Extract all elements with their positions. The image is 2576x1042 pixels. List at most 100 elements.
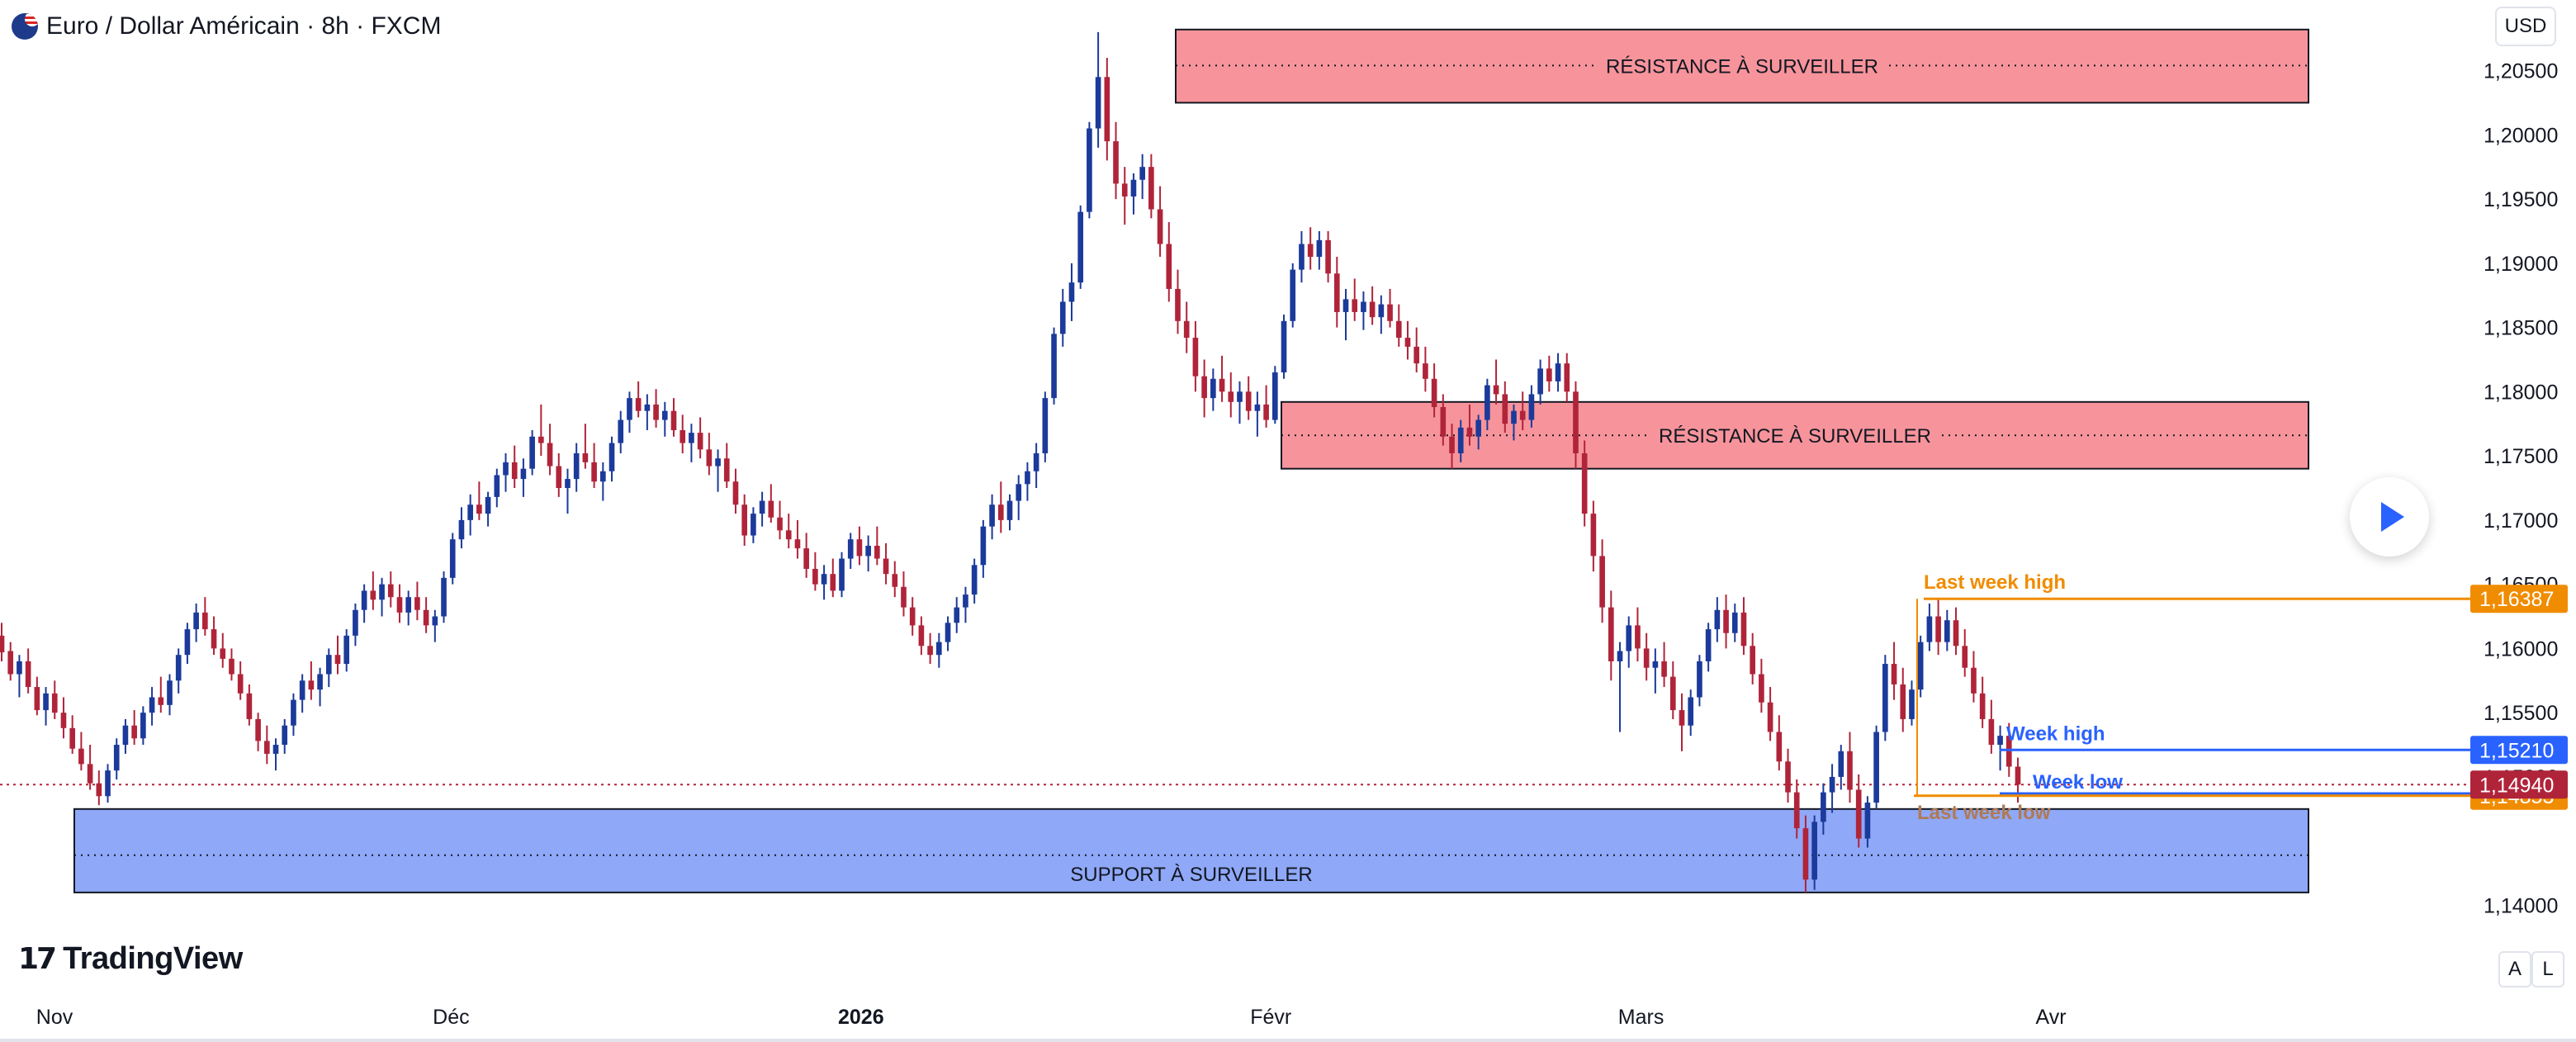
candle-body[interactable] (503, 462, 509, 476)
candle-body[interactable] (211, 629, 217, 649)
candle-body[interactable] (2005, 736, 2012, 767)
candle-body[interactable] (874, 545, 880, 559)
candle-body[interactable] (317, 674, 323, 690)
candle-body[interactable] (556, 466, 562, 488)
candle-body[interactable] (361, 590, 367, 610)
candle-body[interactable] (1423, 363, 1428, 379)
candle-body[interactable] (175, 655, 182, 681)
candle-body[interactable] (751, 514, 756, 536)
candle-body[interactable] (1988, 718, 1995, 746)
candle-body[interactable] (1307, 244, 1314, 258)
candle-body[interactable] (565, 479, 571, 488)
candle-body[interactable] (325, 655, 332, 675)
candle-body[interactable] (1219, 378, 1225, 392)
candle-body[interactable] (1237, 391, 1243, 402)
candle-body[interactable] (618, 419, 624, 443)
candle-body[interactable] (1192, 338, 1199, 377)
candle-body[interactable] (1997, 736, 2003, 746)
candle-body[interactable] (997, 504, 1004, 520)
candle-body[interactable] (1087, 128, 1092, 212)
candle-body[interactable] (1705, 629, 1712, 661)
candle-body[interactable] (1864, 803, 1871, 839)
candle-body[interactable] (387, 584, 394, 598)
candle-body[interactable] (2015, 766, 2021, 785)
candle-body[interactable] (220, 648, 226, 659)
candle-body[interactable] (935, 642, 942, 656)
candle-body[interactable] (1581, 453, 1588, 514)
candle-body[interactable] (635, 398, 642, 411)
candle-body[interactable] (1361, 301, 1366, 312)
candle-body[interactable] (1281, 320, 1287, 373)
candle-body[interactable] (1935, 616, 1941, 642)
candle-body[interactable] (78, 748, 84, 765)
candle-body[interactable] (87, 764, 93, 784)
candle-body[interactable] (883, 558, 889, 575)
candle-body[interactable] (1254, 404, 1261, 411)
candle-body[interactable] (43, 693, 49, 711)
candle-body[interactable] (105, 770, 111, 797)
candle-body[interactable] (608, 443, 615, 471)
candle-body[interactable] (184, 629, 191, 656)
candle-body[interactable] (1263, 404, 1269, 420)
candle-body[interactable] (520, 468, 527, 480)
candle-body[interactable] (1059, 301, 1066, 334)
candle-body[interactable] (1271, 372, 1278, 420)
candle-body[interactable] (1051, 334, 1057, 399)
candle-body[interactable] (51, 693, 58, 713)
candle-body[interactable] (1626, 625, 1632, 651)
candle-body[interactable] (1785, 761, 1791, 793)
candle-body[interactable] (69, 727, 76, 749)
candle-body[interactable] (1546, 368, 1552, 381)
candle-body[interactable] (1821, 792, 1826, 822)
candle-body[interactable] (785, 530, 792, 540)
candle-body[interactable] (511, 462, 518, 480)
candle-body[interactable] (1555, 363, 1561, 381)
candle-body[interactable] (7, 651, 14, 675)
candle-body[interactable] (34, 687, 40, 711)
candle-body[interactable] (1175, 288, 1181, 321)
candle-body[interactable] (1793, 792, 1800, 829)
candle-body[interactable] (485, 496, 491, 514)
candle-body[interactable] (405, 597, 412, 613)
candle-body[interactable] (1811, 822, 1817, 880)
candle-body[interactable] (1201, 376, 1207, 399)
candle-body[interactable] (1750, 646, 1756, 675)
candle-body[interactable] (1130, 179, 1137, 197)
play-replay-button[interactable] (2350, 477, 2429, 557)
candle-body[interactable] (582, 453, 589, 462)
candle-body[interactable] (1962, 646, 1968, 668)
candle-body[interactable] (909, 607, 916, 626)
candle-body[interactable] (627, 398, 632, 420)
candle-body[interactable] (0, 635, 5, 653)
candle-body[interactable] (432, 616, 438, 626)
candle-body[interactable] (794, 539, 801, 549)
candle-body[interactable] (1519, 410, 1526, 420)
candle-body[interactable] (96, 783, 102, 797)
candle-body[interactable] (441, 577, 447, 617)
candle-body[interactable] (865, 545, 871, 557)
candle-body[interactable] (1475, 419, 1481, 437)
candle-body[interactable] (1917, 642, 1924, 690)
candle-body[interactable] (1333, 273, 1340, 312)
candle-body[interactable] (1971, 667, 1977, 694)
candle-body[interactable] (449, 539, 456, 578)
candle-body[interactable] (308, 680, 315, 690)
candle-body[interactable] (1457, 427, 1464, 454)
candle-body[interactable] (1299, 244, 1305, 270)
candle-body[interactable] (158, 697, 164, 705)
candle-body[interactable] (1740, 612, 1747, 647)
candle-body[interactable] (1723, 609, 1729, 633)
candle-body[interactable] (1979, 693, 1986, 719)
candle-body[interactable] (777, 517, 783, 531)
candle-body[interactable] (1669, 676, 1676, 711)
candle-body[interactable] (167, 680, 173, 705)
candle-body[interactable] (980, 526, 987, 566)
candle-body[interactable] (1290, 269, 1296, 321)
candle-body[interactable] (1104, 77, 1110, 142)
candle-body[interactable] (255, 718, 261, 741)
candle-body[interactable] (1413, 346, 1420, 364)
candle-body[interactable] (1873, 732, 1879, 803)
candle-body[interactable] (1590, 514, 1597, 557)
candle-body[interactable] (670, 410, 677, 431)
candle-body[interactable] (1909, 689, 1915, 719)
